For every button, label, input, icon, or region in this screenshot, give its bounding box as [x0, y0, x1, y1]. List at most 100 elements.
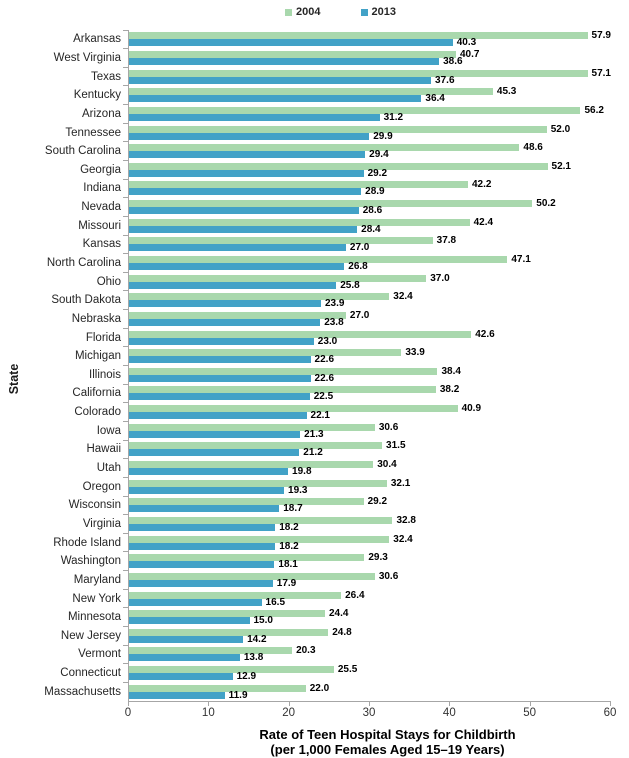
value-label-2013: 16.5: [265, 596, 286, 608]
bar-2004: [129, 516, 393, 524]
bar-2013: [129, 318, 321, 326]
value-label-2013: 29.4: [369, 149, 389, 161]
value-label-2004: 32.4: [393, 533, 413, 545]
bar-2013: [129, 113, 380, 121]
chart-row: South Carolina 48.6 29.4: [45, 141, 611, 161]
category-label: Utah: [96, 462, 121, 475]
value-label-2004: 32.1: [390, 477, 411, 489]
bar-2013: [129, 691, 225, 699]
category-label: Florida: [85, 331, 121, 344]
bar-2004: [129, 591, 342, 599]
chart-row: Massachusetts 22.0 11.9: [44, 681, 611, 701]
bar-2004: [129, 144, 520, 152]
category-label: Kansas: [82, 238, 121, 251]
value-label-2013: 28.9: [365, 186, 385, 198]
value-label-2004: 48.6: [523, 142, 543, 154]
legend-swatch-2013-icon: [360, 8, 368, 16]
bar-2004: [129, 218, 470, 226]
bar-2004: [129, 498, 364, 506]
bar-2013: [129, 412, 307, 420]
category-label: Rhode Island: [53, 536, 121, 549]
bar-2013: [129, 76, 432, 84]
chart-row: Rhode Island 32.4 18.2: [53, 532, 611, 552]
chart-row: California 38.2 22.5: [72, 383, 611, 403]
value-label-2013: 14.2: [247, 633, 267, 645]
category-label: Vermont: [78, 648, 121, 661]
bar-2004: [129, 32, 588, 40]
value-label-2004: 40.9: [461, 403, 482, 415]
value-label-2004: 45.3: [496, 86, 517, 98]
chart-row: West Virginia 40.7 38.6: [54, 48, 611, 68]
category-label: South Dakota: [51, 294, 121, 307]
value-label-2004: 40.7: [459, 48, 480, 60]
bar-2004: [129, 293, 390, 301]
chart-row: Arizona 56.2 31.2: [82, 104, 611, 124]
x-axis-tick-label: 50: [523, 707, 537, 719]
bar-2013: [129, 505, 280, 513]
bar-2013: [129, 300, 321, 308]
chart-row: Michigan 33.9 22.6: [75, 346, 611, 366]
bar-2004: [129, 423, 375, 431]
category-label: Tennessee: [65, 126, 121, 139]
value-label-2013: 23.8: [324, 316, 344, 328]
category-label: Connecticut: [60, 667, 121, 680]
value-label-2013: 18.7: [283, 503, 303, 515]
bar-2004: [129, 330, 472, 338]
value-label-2013: 18.1: [278, 559, 298, 571]
bar-2013: [129, 617, 250, 625]
category-label: Washington: [60, 555, 121, 568]
value-label-2013: 28.4: [361, 223, 381, 235]
chart-row: Maryland 30.6 17.9: [74, 570, 611, 590]
x-axis-tick: [369, 702, 370, 706]
bar-2013: [129, 188, 362, 196]
x-axis-tick-label: 0: [124, 707, 132, 719]
x-axis-tick-label: 30: [362, 707, 376, 719]
value-label-2004: 29.3: [368, 552, 388, 564]
value-label-2013: 36.4: [425, 93, 445, 105]
value-label-2004: 57.1: [591, 67, 611, 79]
category-label: Kentucky: [73, 89, 121, 102]
value-label-2013: 40.3: [456, 37, 477, 49]
bar-2004: [129, 386, 436, 394]
bar-2013: [129, 430, 301, 438]
value-label-2004: 56.2: [584, 104, 604, 116]
chart-row: Florida 42.6 23.0: [86, 327, 611, 347]
value-label-2004: 42.4: [473, 216, 494, 228]
value-label-2004: 47.1: [511, 254, 531, 265]
bar-2013: [129, 169, 364, 177]
bar-2013: [129, 374, 311, 382]
value-label-2004: 50.2: [536, 198, 556, 210]
value-label-2004: 27.0: [349, 309, 370, 321]
x-axis-tick: [610, 702, 611, 706]
plot-area: Arkansas 57.9 40.3 West Virginia 40.7 38.6 Tex…: [44, 29, 611, 702]
chart-row: Washington 29.3 18.1: [61, 551, 611, 571]
chart-row: South Dakota 32.4 23.9: [51, 290, 611, 310]
bar-2004: [129, 88, 493, 96]
value-label-2004: 30.6: [378, 570, 399, 582]
category-label: Wisconsin: [68, 499, 121, 512]
value-label-2004: 37.8: [436, 235, 457, 247]
value-label-2013: 15.0: [253, 615, 273, 627]
chart-row: Texas 57.1 37.6: [91, 66, 611, 86]
x-axis-tick-label: 60: [603, 707, 617, 719]
category-label: Maryland: [73, 573, 121, 586]
bar-2013: [129, 263, 345, 270]
chart-row: New York 26.4 16.5: [72, 588, 611, 608]
bar-2013: [129, 281, 337, 289]
chart-row: Illinois 38.4 22.6: [89, 365, 611, 385]
x-axis-tick-label: 40: [442, 707, 456, 719]
bar-2004: [129, 628, 329, 636]
bar-2013: [129, 598, 262, 606]
chart-row: Connecticut 25.5 12.9: [60, 663, 611, 683]
category-label: Massachusetts: [44, 685, 121, 698]
bar-2004: [129, 125, 547, 133]
value-label-2004: 30.6: [378, 421, 399, 433]
bar-2013: [129, 225, 358, 233]
x-axis-title-line1: Rate of Teen Hospital Stays for Childbir…: [259, 727, 516, 742]
value-label-2004: 30.4: [377, 459, 397, 471]
bar-2013: [129, 337, 314, 345]
bar-2004: [129, 274, 427, 282]
x-axis-tick: [128, 702, 129, 706]
value-label-2013: 18.2: [279, 540, 299, 552]
